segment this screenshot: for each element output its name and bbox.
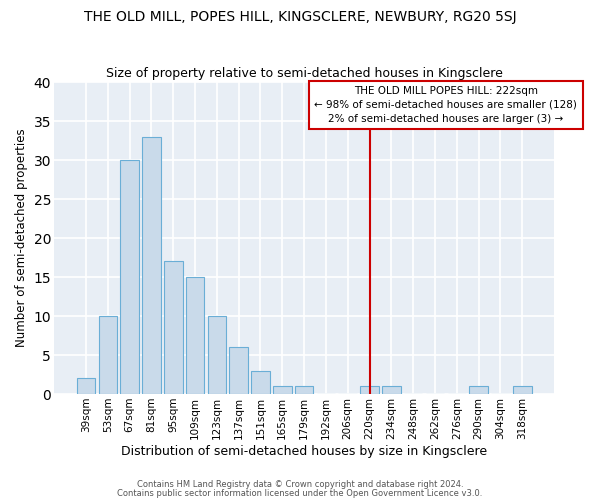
Bar <box>295 386 313 394</box>
Text: THE OLD MILL, POPES HILL, KINGSCLERE, NEWBURY, RG20 5SJ: THE OLD MILL, POPES HILL, KINGSCLERE, NE… <box>83 10 517 24</box>
Bar <box>382 386 401 394</box>
Bar <box>98 316 117 394</box>
Text: Contains HM Land Registry data © Crown copyright and database right 2024.: Contains HM Land Registry data © Crown c… <box>137 480 463 489</box>
Text: Contains public sector information licensed under the Open Government Licence v3: Contains public sector information licen… <box>118 488 482 498</box>
Bar <box>121 160 139 394</box>
Bar <box>208 316 226 394</box>
Bar <box>77 378 95 394</box>
Bar <box>273 386 292 394</box>
Bar <box>186 277 205 394</box>
Title: Size of property relative to semi-detached houses in Kingsclere: Size of property relative to semi-detach… <box>106 66 503 80</box>
Bar <box>251 370 270 394</box>
Bar <box>469 386 488 394</box>
Bar <box>164 262 182 394</box>
Bar <box>229 347 248 394</box>
X-axis label: Distribution of semi-detached houses by size in Kingsclere: Distribution of semi-detached houses by … <box>121 444 487 458</box>
Bar <box>513 386 532 394</box>
Text: THE OLD MILL POPES HILL: 222sqm
← 98% of semi-detached houses are smaller (128)
: THE OLD MILL POPES HILL: 222sqm ← 98% of… <box>314 86 577 124</box>
Y-axis label: Number of semi-detached properties: Number of semi-detached properties <box>15 128 28 348</box>
Bar <box>142 136 161 394</box>
Bar <box>360 386 379 394</box>
